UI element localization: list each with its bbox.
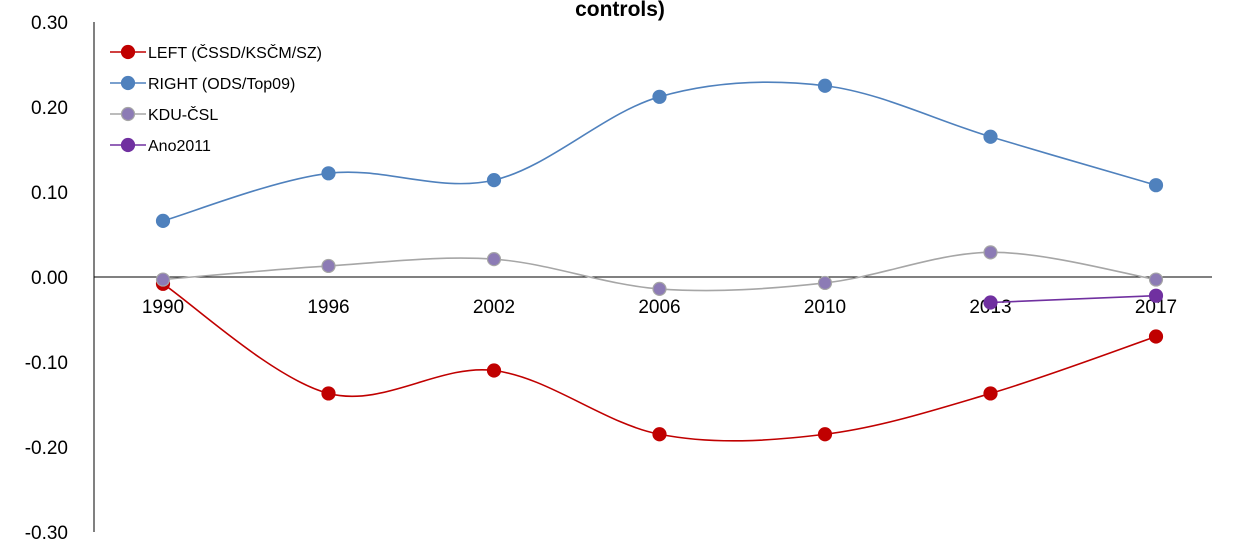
y-tick-label: 0.00 [31,268,68,289]
legend-label: RIGHT (ODS/Top09) [148,76,295,93]
chart-title: controls) [575,0,665,21]
legend-label: KDU-ČSL [148,105,218,124]
data-point [983,245,998,260]
data-point [983,295,998,310]
legend-item: Ano2011 [110,137,211,155]
data-point [1148,288,1164,303]
data-point [652,89,667,104]
y-tick-label: -0.30 [25,523,68,542]
x-tick-label: 2010 [804,297,846,318]
legend: LEFT (ČSSD/KSČM/SZ) RIGHT (ODS/Top09) KDU-… [110,43,322,155]
x-tick-label: 2017 [1135,297,1177,318]
data-point [983,129,998,144]
data-point [983,386,998,401]
legend-item: RIGHT (ODS/Top09) [110,75,295,93]
y-tick-label: 0.30 [31,13,68,34]
data-point [155,272,171,287]
data-point [486,363,502,378]
data-point [1148,272,1164,287]
legend-label: LEFT (ČSSD/KSČM/SZ) [148,43,322,62]
y-tick-label: 0.20 [31,98,68,119]
data-point [1148,178,1164,193]
data-point [652,427,667,442]
series-group [983,288,1164,310]
legend-marker [120,44,136,60]
legend-item: LEFT (ČSSD/KSČM/SZ) [110,43,322,62]
data-point [1148,329,1164,344]
data-point [817,275,833,291]
data-point [321,386,336,401]
legend-label: Ano2011 [148,138,211,155]
y-tick-label: -0.20 [25,438,68,459]
x-tick-label: 2002 [473,297,515,318]
series-line [990,294,1157,304]
y-tick-label: -0.10 [25,353,68,374]
legend-marker [120,106,136,122]
series-group [155,276,1164,442]
x-tick-label: 2006 [638,297,680,318]
x-tick-label: 1996 [307,297,349,318]
series-group [155,245,1164,296]
legend-marker [120,75,136,91]
legend-item: KDU-ČSL [110,105,218,124]
series-layer [155,78,1164,442]
data-point [817,78,833,93]
legend-marker [120,137,136,153]
data-point [155,213,171,228]
data-point [486,173,502,188]
x-tick-label: 1990 [142,297,184,318]
y-tick-label: 0.10 [31,183,68,204]
data-point [321,166,336,181]
data-point [652,281,667,296]
data-point [817,427,833,442]
data-point [321,258,336,274]
series-group [155,78,1164,228]
data-point [486,252,502,267]
